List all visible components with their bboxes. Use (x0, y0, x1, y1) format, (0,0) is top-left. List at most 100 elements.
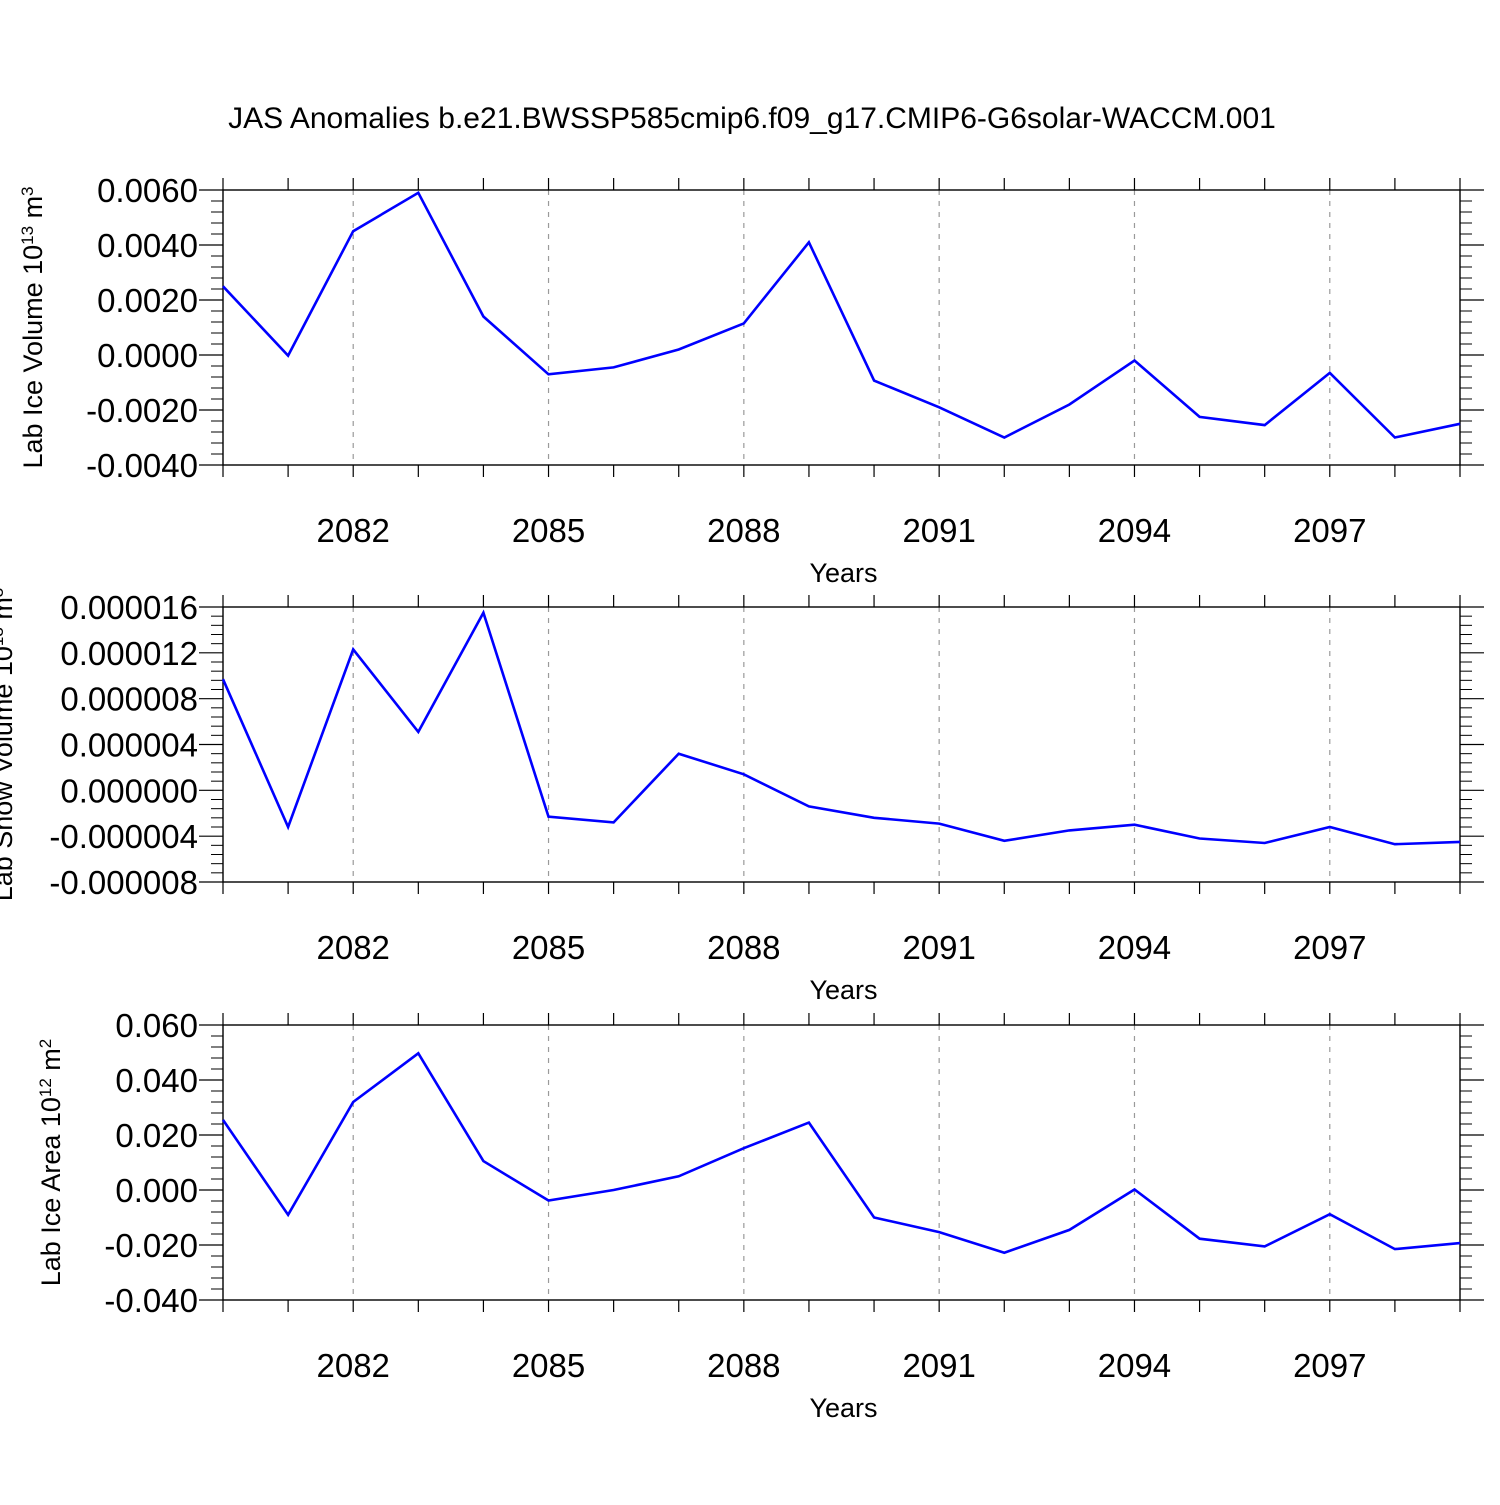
data-point-2088 (741, 1146, 746, 1151)
x-tick-label-2082: 2082 (316, 1347, 389, 1384)
data-point-2091 (937, 405, 942, 410)
data-point-2099 (1458, 839, 1463, 844)
x-tick-label-2085: 2085 (512, 929, 585, 966)
y-tick-label: 0.000016 (60, 589, 198, 626)
x-tick-label-2082: 2082 (316, 512, 389, 549)
x-tick-label-2088: 2088 (707, 1347, 780, 1384)
y-tick-label: 0.000000 (60, 772, 198, 809)
data-point-2082 (351, 647, 356, 652)
x-tick-label-2091: 2091 (902, 512, 975, 549)
y-axis-title-text: Lab Ice Volume 10 (18, 245, 48, 469)
data-point-2081 (286, 825, 291, 830)
data-point-2085 (546, 1198, 551, 1203)
data-point-2096 (1262, 1244, 1267, 1249)
y-tick-label: 0.0020 (97, 282, 198, 319)
y-tick-label: 0.060 (115, 1007, 198, 1044)
y-tick-label: 0.040 (115, 1062, 198, 1099)
x-tick-label-2085: 2085 (512, 512, 585, 549)
data-point-2093 (1067, 1227, 1072, 1232)
y-tick-label: -0.0040 (86, 447, 198, 484)
data-point-2087 (676, 1174, 681, 1179)
data-point-2098 (1392, 435, 1397, 440)
x-tick-label-2094: 2094 (1098, 1347, 1171, 1384)
x-tick-label-2091: 2091 (902, 929, 975, 966)
data-point-2093 (1067, 828, 1072, 833)
y-tick-label: -0.000008 (49, 864, 198, 901)
data-point-2089 (806, 240, 811, 245)
data-point-2080 (221, 677, 226, 682)
data-point-2088 (741, 772, 746, 777)
data-point-2097 (1327, 370, 1332, 375)
y-axis-title-exponent: 3 (0, 588, 7, 597)
x-tick-label-2097: 2097 (1293, 1347, 1366, 1384)
data-point-2095 (1197, 836, 1202, 841)
y-tick-label: -0.0020 (86, 392, 198, 429)
data-point-2096 (1262, 423, 1267, 428)
data-point-2092 (1002, 435, 1007, 440)
data-point-2088 (741, 321, 746, 326)
data-point-2086 (611, 1188, 616, 1193)
data-point-2086 (611, 365, 616, 370)
data-point-2094 (1132, 822, 1137, 827)
y-axis-title-text: m (0, 597, 18, 627)
x-tick-label-2088: 2088 (707, 929, 780, 966)
data-point-2095 (1197, 1236, 1202, 1241)
y-axis-title: Lab Snow Volume 1013 m3 (0, 588, 18, 902)
data-point-2081 (286, 353, 291, 358)
y-tick-label: -0.000004 (49, 818, 198, 855)
data-point-2090 (872, 815, 877, 820)
panel-1: -0.0040 -0.0020 0.0000 0.0020 0.0040 0.0060 20… (18, 172, 1484, 588)
series-line (221, 609, 1461, 846)
data-point-2089 (806, 804, 811, 809)
x-tick-label-2097: 2097 (1293, 929, 1366, 966)
y-axis-title-exponent: 3 (18, 186, 37, 195)
data-point-2090 (872, 378, 877, 383)
data-point-2084 (481, 314, 486, 319)
data-point-2099 (1458, 421, 1463, 426)
x-tick-label-2097: 2097 (1293, 512, 1366, 549)
data-point-2080 (221, 284, 226, 289)
panel-2: -0.000008 -0.000004 0.000000 0.000004 0.0000… (0, 588, 1484, 1005)
x-axis-title: Years (809, 558, 877, 588)
data-point-2099 (1458, 1241, 1463, 1246)
x-tick-label-2082: 2082 (316, 929, 389, 966)
data-point-2097 (1327, 825, 1332, 830)
data-point-2085 (546, 814, 551, 819)
x-tick-label-2085: 2085 (512, 1347, 585, 1384)
data-point-2083 (416, 729, 421, 734)
y-tick-label: 0.000008 (60, 681, 198, 718)
plot-frame (222, 189, 1461, 466)
y-tick-label: -0.040 (104, 1282, 198, 1319)
series-line (222, 190, 1461, 439)
y-axis-title: Lab Ice Volume 1013 m3 (18, 186, 48, 468)
y-axis-title-text: m (18, 196, 48, 226)
x-tick-label-2088: 2088 (707, 512, 780, 549)
y-axis-title: Lab Ice Area 1012 m2 (36, 1039, 66, 1287)
data-point-2081 (286, 1212, 291, 1217)
data-point-2094 (1132, 1187, 1137, 1192)
y-tick-label: 0.0060 (97, 172, 198, 209)
y-tick-label: 0.020 (115, 1117, 198, 1154)
y-axis-title-text: Lab Ice Area 10 (36, 1097, 66, 1286)
data-point-2092 (1002, 1250, 1007, 1255)
y-axis-title-exponent: 2 (36, 1039, 55, 1048)
data-point-2082 (351, 229, 356, 234)
data-point-2082 (351, 1100, 356, 1105)
data-point-2098 (1392, 842, 1397, 847)
y-tick-label: 0.0040 (97, 227, 198, 264)
y-tick-label: 0.000 (115, 1172, 198, 1209)
data-point-2096 (1262, 841, 1267, 846)
data-point-2087 (676, 751, 681, 756)
data-point-2093 (1067, 402, 1072, 407)
data-point-2087 (676, 347, 681, 352)
data-point-2086 (611, 820, 616, 825)
y-tick-label: 0.000004 (60, 727, 198, 764)
x-axis-title: Years (809, 1393, 877, 1423)
y-axis-title-exponent: 12 (36, 1078, 55, 1097)
data-point-2084 (481, 1159, 486, 1164)
x-tick-label-2094: 2094 (1098, 512, 1171, 549)
data-point-2083 (416, 190, 421, 195)
y-axis-title-exponent: 13 (0, 627, 7, 646)
panel-3: -0.040 -0.020 0.000 0.020 0.040 0.060 2082 2085… (36, 1007, 1484, 1423)
data-point-2097 (1327, 1212, 1332, 1217)
